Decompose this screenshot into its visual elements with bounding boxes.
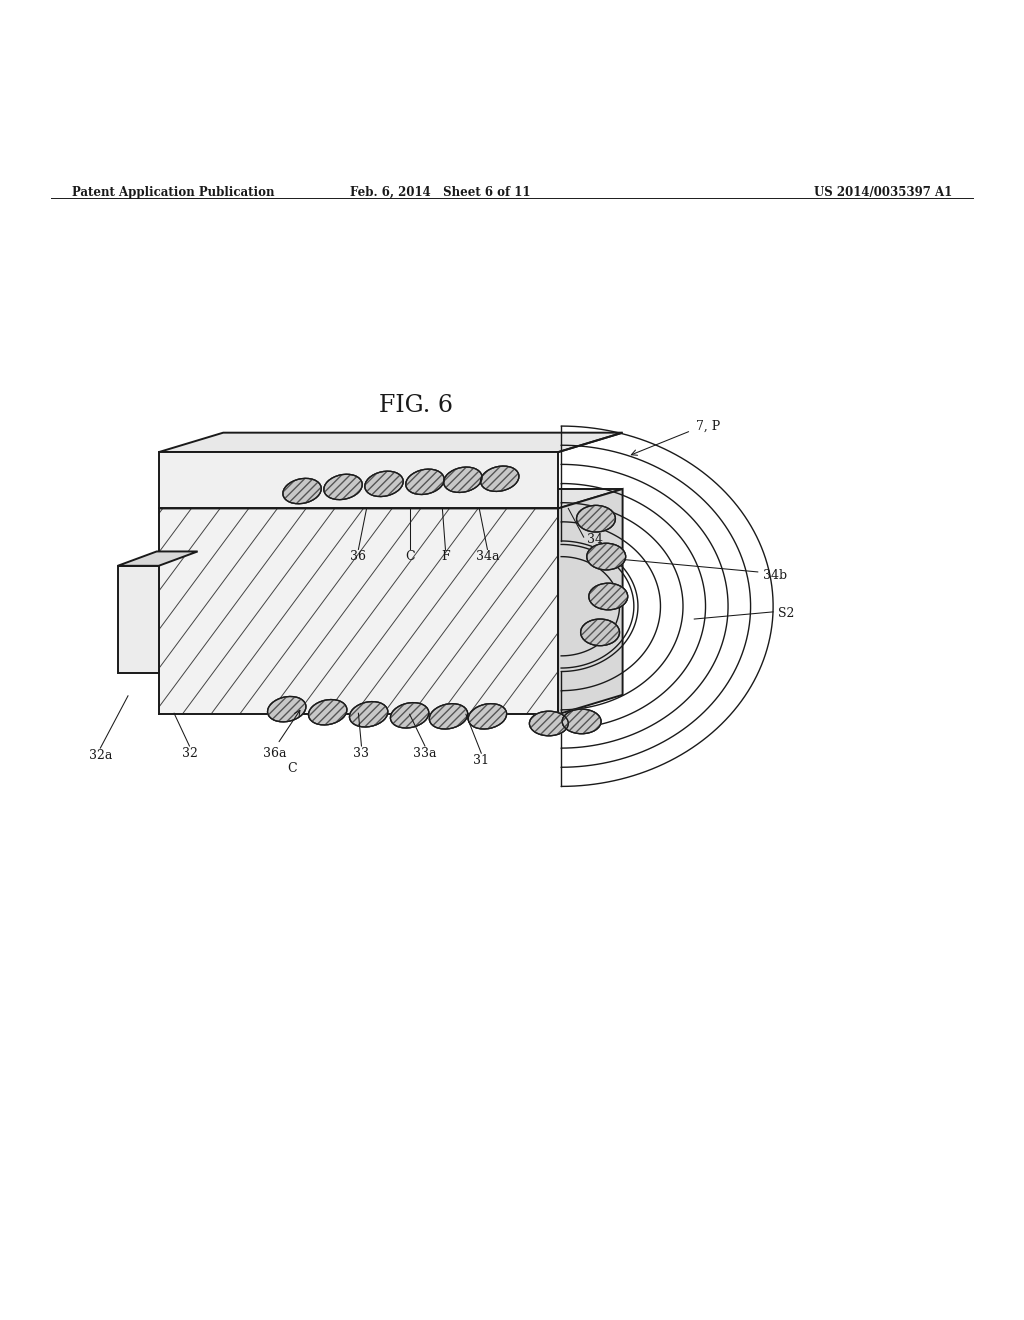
Text: 36a: 36a (263, 747, 286, 760)
Ellipse shape (324, 474, 362, 500)
Ellipse shape (577, 506, 615, 532)
Ellipse shape (587, 544, 626, 570)
Text: 36: 36 (350, 550, 367, 564)
Polygon shape (159, 508, 558, 714)
Text: 33a: 33a (414, 747, 436, 760)
Text: C: C (404, 550, 415, 564)
Ellipse shape (529, 711, 568, 735)
Polygon shape (558, 433, 623, 453)
Polygon shape (558, 488, 623, 714)
Text: 7, P: 7, P (696, 420, 721, 433)
Text: 33: 33 (353, 747, 370, 760)
Text: 31: 31 (473, 754, 489, 767)
Text: FIG. 6: FIG. 6 (379, 393, 453, 417)
Ellipse shape (406, 469, 444, 495)
Polygon shape (159, 488, 623, 508)
Text: 32a: 32a (89, 748, 112, 762)
Ellipse shape (589, 583, 628, 610)
Text: US 2014/0035397 A1: US 2014/0035397 A1 (814, 186, 952, 199)
Ellipse shape (443, 467, 482, 492)
Ellipse shape (308, 700, 347, 725)
Polygon shape (118, 552, 198, 566)
Text: 34: 34 (587, 533, 603, 545)
Ellipse shape (429, 704, 468, 729)
Ellipse shape (581, 619, 620, 645)
Ellipse shape (480, 466, 519, 491)
Ellipse shape (390, 702, 429, 727)
Ellipse shape (267, 697, 306, 722)
Polygon shape (159, 433, 623, 453)
Ellipse shape (468, 704, 507, 729)
Ellipse shape (349, 702, 388, 727)
Text: Patent Application Publication: Patent Application Publication (72, 186, 274, 199)
Text: F: F (441, 550, 450, 564)
Text: 34a: 34a (476, 550, 499, 564)
Text: 32: 32 (181, 747, 198, 760)
Ellipse shape (365, 471, 403, 496)
Text: 34b: 34b (763, 569, 787, 582)
Text: S2: S2 (778, 607, 795, 620)
Polygon shape (118, 566, 159, 673)
Text: Feb. 6, 2014   Sheet 6 of 11: Feb. 6, 2014 Sheet 6 of 11 (350, 186, 530, 199)
Ellipse shape (283, 478, 322, 504)
Ellipse shape (562, 709, 601, 734)
Polygon shape (159, 453, 558, 508)
Text: C: C (287, 763, 297, 775)
